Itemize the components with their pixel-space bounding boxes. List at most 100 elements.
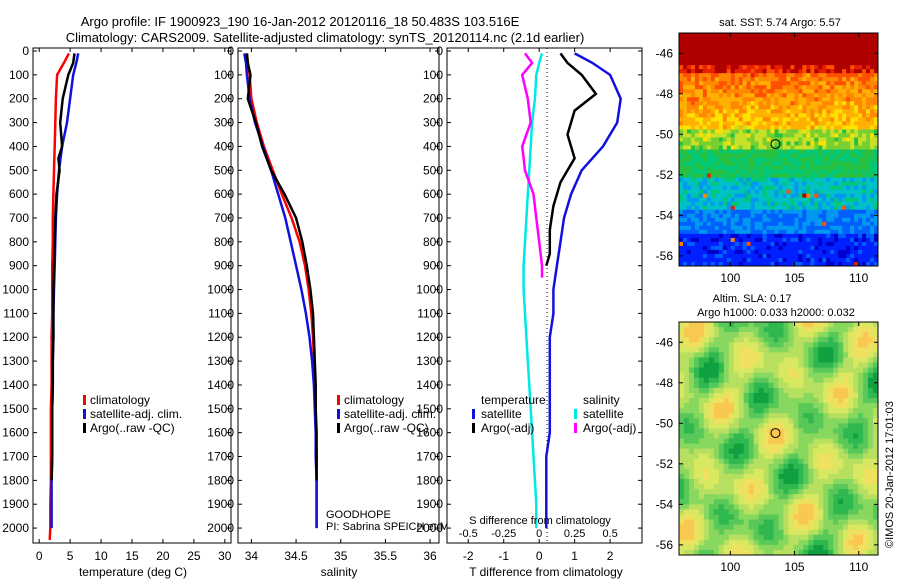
sst-cell <box>850 125 855 130</box>
sla-cell <box>733 463 740 470</box>
sst-cell <box>738 181 744 187</box>
sst-cell <box>746 245 752 251</box>
sst-cell <box>698 73 704 78</box>
sst-cell <box>686 177 692 183</box>
sst-cell <box>690 197 696 203</box>
sst-cell <box>702 45 708 50</box>
sst-cell <box>770 185 775 191</box>
sst-cell <box>838 225 843 231</box>
sst-cell <box>846 233 851 239</box>
sst-cell <box>766 197 771 203</box>
sla-cell <box>679 494 685 500</box>
sst-cell <box>854 165 859 170</box>
sst-cell <box>702 57 708 62</box>
sst-cell <box>682 189 688 195</box>
sst-cell <box>682 257 688 263</box>
sst-cell <box>854 69 859 74</box>
sla-cell <box>693 468 700 475</box>
sla-cell <box>833 397 839 404</box>
sst-cell <box>722 33 728 38</box>
sla-cell <box>813 438 819 444</box>
sla-cell <box>843 473 849 480</box>
sla-cell <box>788 514 794 520</box>
sst-cell <box>822 165 827 170</box>
sla-cell <box>703 397 710 404</box>
sst-cell <box>778 241 783 247</box>
sla-cell <box>778 484 784 490</box>
sst-cell <box>838 101 843 106</box>
sla-cell <box>823 534 829 541</box>
sla-cell <box>838 362 844 368</box>
sla-cell <box>713 514 720 520</box>
sst-cell <box>754 153 759 158</box>
sst-cell <box>714 229 720 235</box>
sst-cell <box>786 85 791 90</box>
sst-cell <box>794 189 799 195</box>
sla-cell <box>753 438 760 444</box>
sst-cell <box>802 201 807 207</box>
sla-cell <box>853 413 859 419</box>
sst-heatmap-cells <box>679 33 879 267</box>
sla-cell <box>768 322 774 328</box>
sst-cell <box>766 173 771 179</box>
sst-cell <box>718 109 724 114</box>
sla-cell <box>733 377 740 384</box>
sla-cell <box>868 377 874 384</box>
sla-cell <box>748 529 755 536</box>
sla-cell <box>848 453 854 460</box>
sla-cell <box>693 504 700 510</box>
difference-x-label-top: S difference from climatology <box>469 515 611 527</box>
sla-cell <box>833 484 839 490</box>
sla-cell <box>838 397 844 404</box>
sst-cell <box>798 173 803 179</box>
y-tick-label: 500 <box>214 163 234 177</box>
sst-cell <box>682 173 688 179</box>
sla-cell <box>783 382 789 389</box>
sst-cell <box>706 213 712 219</box>
sst-cell <box>746 169 752 175</box>
sst-cell <box>830 209 835 215</box>
sst-cell <box>718 81 724 86</box>
sla-cell <box>778 468 784 475</box>
sst-cell <box>730 125 736 130</box>
sla-cell <box>818 362 824 368</box>
sst-cell <box>802 93 807 98</box>
sst-cell <box>754 85 759 90</box>
sla-cell <box>753 367 760 374</box>
sla-cell <box>738 489 745 495</box>
sst-cell <box>814 45 819 50</box>
sla-cell <box>773 514 779 520</box>
sst-cell <box>826 77 831 82</box>
sst-cell <box>714 261 720 267</box>
sla-cell <box>858 473 864 480</box>
sla-cell <box>733 387 740 394</box>
sst-cell <box>770 125 775 130</box>
sla-cell <box>753 332 760 338</box>
sst-cell <box>694 157 700 162</box>
sst-cell <box>710 165 716 170</box>
sla-cell <box>798 362 804 368</box>
sst-cell <box>694 105 700 110</box>
sst-cell <box>786 157 791 162</box>
sla-cell <box>679 423 685 429</box>
sst-cell <box>802 85 807 90</box>
sla-cell <box>753 479 760 485</box>
sst-cell <box>738 109 744 114</box>
sst-cell <box>862 173 867 179</box>
sla-cell <box>788 458 794 465</box>
sla-cell <box>828 337 834 343</box>
sst-cell <box>786 233 791 239</box>
sla-cell <box>723 403 730 409</box>
sst-cell <box>690 77 696 82</box>
sst-cell <box>866 93 871 98</box>
sla-cell <box>783 362 789 368</box>
sst-cell <box>686 37 692 42</box>
sla-cell <box>853 514 859 520</box>
sla-cell <box>683 322 690 328</box>
sla-cell <box>823 438 829 444</box>
sst-cell <box>766 97 771 102</box>
sla-cell <box>679 524 685 531</box>
sst-cell <box>706 221 712 227</box>
sla-cell <box>868 408 874 414</box>
sst-cell <box>766 189 771 195</box>
